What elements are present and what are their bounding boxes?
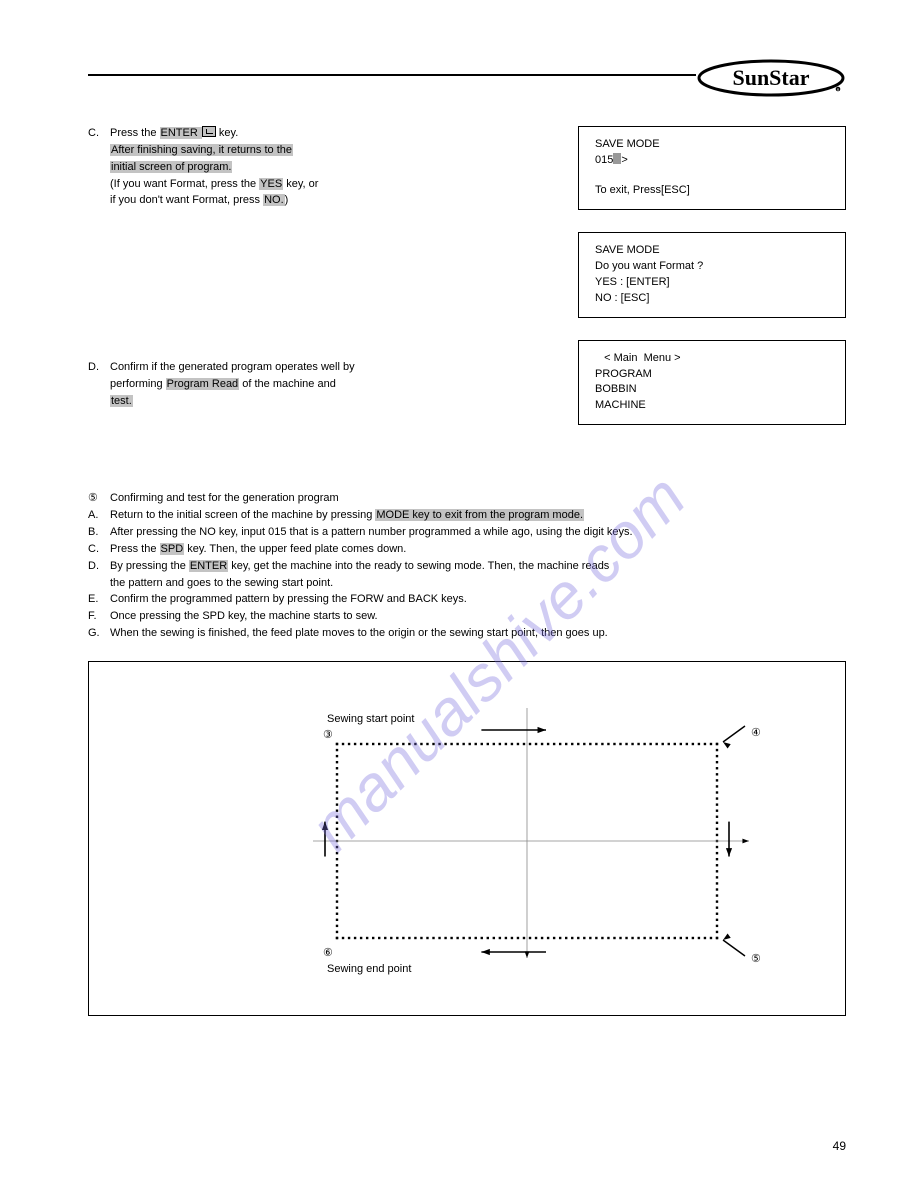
step-label: F. — [88, 609, 110, 624]
screen-line: > — [621, 154, 627, 166]
text-hl: ENTER — [160, 127, 202, 139]
text-hl: NO. — [263, 194, 285, 206]
screen-box-2: SAVE MODE Do you want Format ? YES : [EN… — [578, 232, 846, 318]
text: When the sewing is finished, the feed pl… — [110, 627, 608, 639]
page-number: 49 — [833, 1138, 846, 1154]
svg-text:Sewing start point: Sewing start point — [327, 713, 414, 725]
screen-line: NO : [ESC] — [595, 291, 833, 307]
text: Confirm if the generated program operate… — [110, 360, 550, 375]
enter-key-icon — [202, 126, 216, 137]
screen-line: < Main Menu > — [595, 351, 833, 367]
text: of the machine and — [239, 378, 336, 390]
text-hl: MODE key to exit from the program mode. — [375, 509, 584, 521]
step-label: C. — [88, 542, 110, 557]
logo-text: SunStar — [732, 65, 809, 90]
text: Return to the initial screen of the mach… — [110, 509, 375, 521]
step-d: D. Confirm if the generated program oper… — [88, 360, 550, 409]
text: the pattern and goes to the sewing start… — [110, 577, 333, 589]
screen-line: 015 — [595, 154, 613, 166]
text-hl: ENTER — [189, 560, 228, 572]
text: ) — [285, 194, 289, 206]
text: After pressing the NO key, input 015 tha… — [110, 526, 633, 538]
text-hl: After finishing saving, it returns to th… — [110, 144, 293, 156]
step-label: C. — [88, 126, 110, 141]
step-label: ⑤ — [88, 491, 110, 506]
text: performing — [110, 378, 166, 390]
text-hl: SPD — [160, 543, 185, 555]
svg-text:⑤: ⑤ — [751, 953, 761, 965]
text: By pressing the — [110, 560, 189, 572]
text: Press the — [110, 543, 160, 555]
step-c: C. Press the ENTER key. After finishing … — [88, 126, 550, 208]
svg-text:Sewing end point: Sewing end point — [327, 963, 411, 975]
svg-text:⑥: ⑥ — [323, 947, 333, 959]
text: key, or — [283, 178, 318, 190]
brand-logo: SunStar R — [696, 58, 846, 98]
text-hl: Program Read — [166, 378, 240, 390]
step-label: A. — [88, 508, 110, 523]
screen-line: SAVE MODE — [595, 137, 833, 153]
text-hl: initial screen of program. — [110, 161, 232, 173]
screen-line: PROGRAM — [595, 367, 833, 383]
pattern-diagram: ③ ④ ⑤ ⑥ Sewing start point Sewing end point — [88, 661, 846, 1016]
screen-line: BOBBIN — [595, 382, 833, 398]
section-5: ⑤Confirming and test for the generation … — [88, 491, 846, 641]
svg-text:④: ④ — [751, 727, 761, 739]
text: Confirming and test for the generation p… — [110, 492, 339, 504]
screen-line: Do you want Format ? — [595, 259, 833, 275]
step-label: D. — [88, 559, 110, 574]
text: key. — [216, 127, 238, 139]
screen-box-1: SAVE MODE 015 > To exit, Press[ESC] — [578, 126, 846, 210]
diagram-svg: ③ ④ ⑤ ⑥ Sewing start point Sewing end point — [89, 684, 809, 984]
screen-line: MACHINE — [595, 398, 833, 414]
screen-box-3: < Main Menu > PROGRAM BOBBIN MACHINE — [578, 340, 846, 426]
text: key. Then, the upper feed plate comes do… — [184, 543, 406, 555]
text: key, get the machine into the ready to s… — [228, 560, 609, 572]
step-label: E. — [88, 592, 110, 607]
step-label: G. — [88, 626, 110, 641]
text-hl: test. — [110, 395, 133, 407]
text: Confirm the programmed pattern by pressi… — [110, 593, 467, 605]
step-label: B. — [88, 525, 110, 540]
text: Press the — [110, 127, 160, 139]
screen-line: YES : [ENTER] — [595, 275, 833, 291]
text: Once pressing the SPD key, the machine s… — [110, 610, 378, 622]
screen-line: SAVE MODE — [595, 243, 833, 259]
step-label: D. — [88, 360, 110, 375]
text: if you don't want Format, press — [110, 194, 263, 206]
svg-text:③: ③ — [323, 729, 333, 741]
text: (If you want Format, press the — [110, 178, 259, 190]
screen-line: To exit, Press[ESC] — [595, 183, 833, 199]
text-hl: YES — [259, 178, 283, 190]
